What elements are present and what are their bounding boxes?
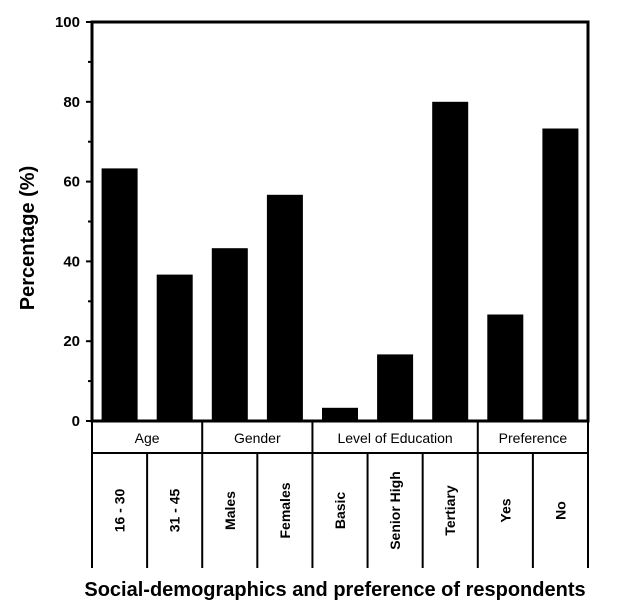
category-label: Tertiary: [442, 485, 458, 536]
y-tick-label: 100: [55, 14, 80, 31]
bar: [266, 194, 303, 421]
bar: [101, 168, 138, 421]
bar: [432, 101, 469, 422]
y-tick-label: 0: [72, 413, 80, 430]
bar: [542, 128, 579, 421]
x-axis-label: Social-demographics and preference of re…: [84, 579, 585, 601]
category-label: Females: [277, 482, 293, 538]
group-label: Gender: [234, 430, 281, 446]
group-label: Level of Education: [337, 430, 452, 446]
category-label: 31 - 45: [167, 488, 183, 532]
category-label: Yes: [497, 498, 513, 522]
category-label: 16 - 30: [112, 488, 128, 532]
y-axis-label: Percentage (%): [17, 166, 39, 311]
y-tick-label: 60: [63, 174, 80, 191]
category-label: No: [552, 501, 568, 520]
bar: [322, 407, 358, 421]
bar: [156, 274, 193, 421]
bar: [487, 314, 524, 421]
y-tick-label: 40: [63, 253, 80, 270]
group-label: Preference: [499, 430, 568, 446]
category-label: Senior High: [387, 471, 403, 550]
category-label: Basic: [332, 492, 348, 530]
y-axis: 0 20 40 60 80 100: [55, 14, 92, 430]
bar: [211, 248, 248, 421]
group-label: Age: [135, 430, 160, 446]
y-tick-label: 80: [63, 94, 80, 111]
category-table: Age 16 - 30 31 - 45 Gender Males Females Level…: [91, 420, 589, 568]
y-tick-label: 20: [63, 333, 80, 350]
category-label: Males: [222, 491, 238, 530]
bar: [377, 354, 414, 421]
bars: [101, 101, 579, 422]
